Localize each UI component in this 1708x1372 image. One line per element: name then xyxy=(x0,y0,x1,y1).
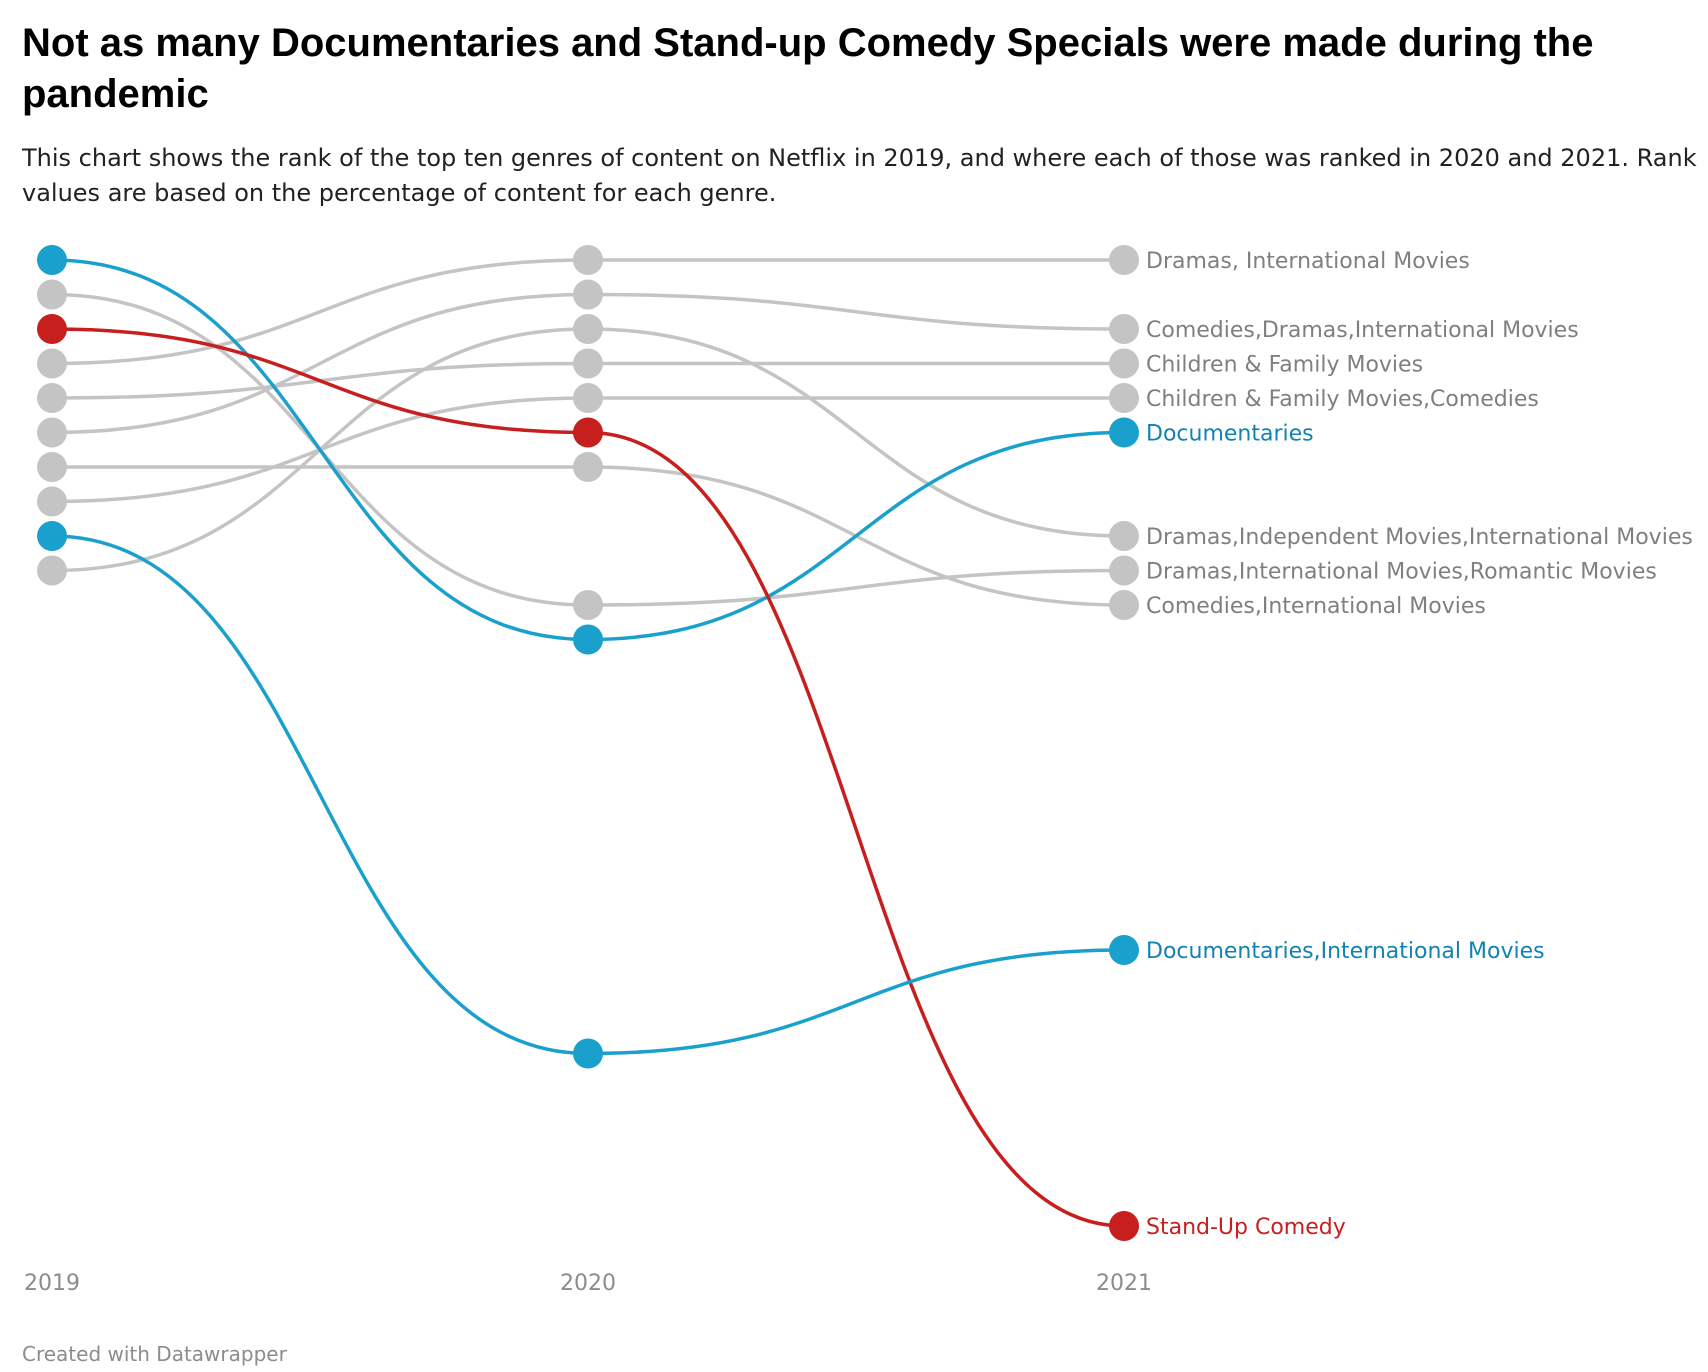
point-stand-up-comedy-2020[interactable] xyxy=(573,417,603,448)
point-dramas-independent-movies-international-movies-2019[interactable] xyxy=(37,555,67,586)
point-comedies-dramas-international-movies-2020[interactable] xyxy=(573,279,603,310)
point-children-family-movies-2021[interactable] xyxy=(1109,348,1139,379)
series-label-comedies-dramas-international-movies: Comedies,Dramas,International Movies xyxy=(1146,318,1579,343)
point-comedies-international-movies-2019[interactable] xyxy=(37,452,67,482)
series-line-stand-up-comedy-2020-2021 xyxy=(587,430,1125,1228)
dots-layer xyxy=(37,245,1139,1241)
chart-subtitle: This chart shows the rank of the top ten… xyxy=(22,144,1697,207)
series-line-dramas-international-movies-2019-2020 xyxy=(51,258,589,366)
x-axis-ticks: 2019 2020 2021 xyxy=(24,1271,1152,1296)
point-documentaries-international-movies-2020[interactable] xyxy=(573,1038,603,1069)
series-line-dramas-independent-movies-international-movies-2020-2021 xyxy=(587,327,1125,538)
point-stand-up-comedy-2019[interactable] xyxy=(37,314,67,344)
point-dramas-international-movies-romantic-movies-2019[interactable] xyxy=(37,279,67,310)
point-documentaries-2020[interactable] xyxy=(573,624,603,655)
x-tick-2020: 2020 xyxy=(560,1271,616,1296)
series-label-dramas-independent-movies-international-movies: Dramas,Independent Movies,International … xyxy=(1146,525,1693,550)
footer-credit: Created with Datawrapper xyxy=(22,1342,287,1366)
chart-title: Not as many Documentaries and Stand-up C… xyxy=(22,21,1594,116)
point-children-family-movies-comedies-2021[interactable] xyxy=(1109,383,1139,413)
series-line-comedies-dramas-international-movies-2020-2021 xyxy=(587,292,1125,331)
point-dramas-international-movies-romantic-movies-2020[interactable] xyxy=(573,590,603,620)
point-dramas-international-movies-2019[interactable] xyxy=(37,348,67,379)
series-label-comedies-international-movies: Comedies,International Movies xyxy=(1146,594,1486,619)
point-dramas-international-movies-romantic-movies-2021[interactable] xyxy=(1109,555,1139,586)
series-line-comedies-dramas-international-movies-2019-2020 xyxy=(51,292,589,435)
point-documentaries-international-movies-2021[interactable] xyxy=(1109,935,1139,965)
point-comedies-dramas-international-movies-2021[interactable] xyxy=(1109,314,1139,344)
point-comedies-international-movies-2021[interactable] xyxy=(1109,590,1139,620)
point-documentaries-international-movies-2019[interactable] xyxy=(37,521,67,551)
series-label-children-family-movies-comedies: Children & Family Movies,Comedies xyxy=(1146,387,1539,412)
series-line-dramas-international-movies-romantic-movies-2020-2021 xyxy=(587,568,1125,607)
series-labels-layer: Dramas,International Movies,Romantic Mov… xyxy=(1146,249,1693,1240)
series-line-documentaries-2020-2021 xyxy=(587,430,1125,642)
series-line-stand-up-comedy-2019-2020 xyxy=(51,327,589,435)
series-label-documentaries-international-movies: Documentaries,International Movies xyxy=(1146,939,1545,964)
series-label-stand-up-comedy: Stand-Up Comedy xyxy=(1146,1215,1346,1240)
series-label-documentaries: Documentaries xyxy=(1146,422,1314,447)
point-documentaries-2021[interactable] xyxy=(1109,417,1139,448)
point-documentaries-2019[interactable] xyxy=(37,245,67,275)
point-children-family-movies-2019[interactable] xyxy=(37,383,67,413)
slope-chart: Dramas,International Movies,Romantic Mov… xyxy=(24,245,1693,1296)
point-dramas-independent-movies-international-movies-2021[interactable] xyxy=(1109,521,1139,551)
point-children-family-movies-comedies-2019[interactable] xyxy=(37,486,67,517)
series-line-documentaries-international-movies-2019-2020 xyxy=(51,534,589,1056)
point-comedies-dramas-international-movies-2019[interactable] xyxy=(37,417,67,448)
point-dramas-international-movies-2020[interactable] xyxy=(573,245,603,275)
point-children-family-movies-comedies-2020[interactable] xyxy=(573,383,603,413)
point-stand-up-comedy-2021[interactable] xyxy=(1109,1211,1139,1241)
series-label-children-family-movies: Children & Family Movies xyxy=(1146,353,1423,378)
highlight-lines-layer xyxy=(51,258,1125,1228)
point-children-family-movies-2020[interactable] xyxy=(573,348,603,379)
series-label-dramas-international-movies-romantic-movies: Dramas,International Movies,Romantic Mov… xyxy=(1146,560,1657,585)
point-comedies-international-movies-2020[interactable] xyxy=(573,452,603,482)
point-dramas-international-movies-2021[interactable] xyxy=(1109,245,1139,275)
point-dramas-independent-movies-international-movies-2020[interactable] xyxy=(573,314,603,344)
x-tick-2021: 2021 xyxy=(1096,1271,1152,1296)
x-tick-2019: 2019 xyxy=(24,1271,80,1296)
series-line-documentaries-2019-2020 xyxy=(51,258,589,642)
series-label-dramas-international-movies: Dramas, International Movies xyxy=(1146,249,1470,274)
series-line-documentaries-international-movies-2020-2021 xyxy=(587,948,1125,1056)
